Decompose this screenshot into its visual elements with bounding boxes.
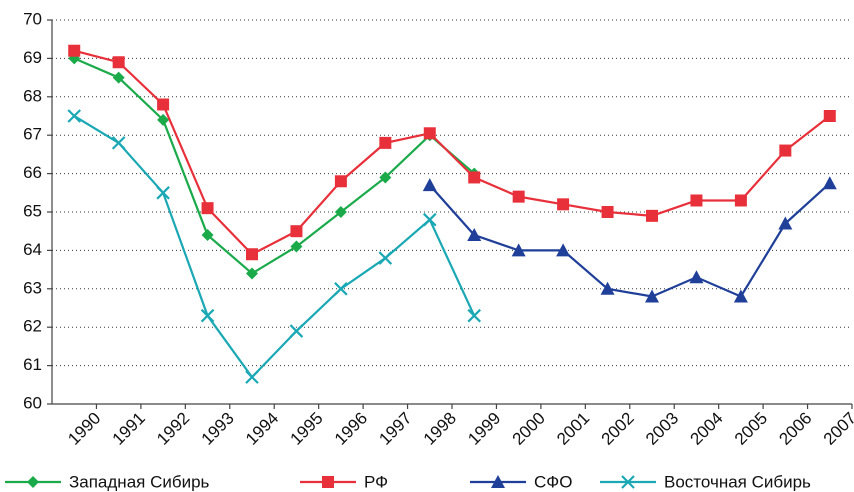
y-tick-label: 60 xyxy=(23,393,42,412)
y-tick-label: 69 xyxy=(23,48,42,67)
marker xyxy=(468,171,481,184)
marker xyxy=(822,176,837,190)
x-tick-label: 2002 xyxy=(598,409,638,449)
legend-item: Восточная Сибирь xyxy=(600,472,811,491)
legend-item: РФ xyxy=(300,472,388,491)
y-tick-label: 67 xyxy=(23,125,42,144)
marker xyxy=(290,225,303,238)
x-tick-label: 2000 xyxy=(509,409,549,449)
x-tick-label: 1994 xyxy=(242,409,282,449)
marker xyxy=(600,281,615,295)
marker xyxy=(334,175,347,188)
marker xyxy=(621,475,635,489)
x-tick-label: 2003 xyxy=(642,409,682,449)
x-tick-label: 1990 xyxy=(64,409,104,449)
legend-label: Западная Сибирь xyxy=(69,472,210,491)
series-line xyxy=(73,57,475,275)
legend-label: СФО xyxy=(534,472,572,491)
marker xyxy=(645,289,659,303)
marker xyxy=(511,243,526,257)
y-tick-label: 70 xyxy=(23,9,42,28)
marker xyxy=(689,270,704,284)
x-tick-label: 2006 xyxy=(775,409,815,449)
legend-label: Восточная Сибирь xyxy=(664,472,811,491)
marker xyxy=(491,475,505,488)
y-tick-label: 62 xyxy=(23,317,42,336)
marker xyxy=(378,251,393,265)
marker xyxy=(201,229,214,242)
y-tick-label: 64 xyxy=(23,240,42,259)
x-tick-label: 2005 xyxy=(731,409,771,449)
marker xyxy=(379,171,392,184)
marker xyxy=(334,206,347,218)
x-tick-label: 1991 xyxy=(109,409,149,449)
legend-item: Западная Сибирь xyxy=(5,472,210,491)
marker xyxy=(290,240,303,253)
y-tick-label: 63 xyxy=(23,278,42,297)
marker xyxy=(246,248,258,261)
marker xyxy=(112,71,125,84)
marker xyxy=(27,476,39,488)
marker xyxy=(111,136,126,150)
x-tick-label: 1995 xyxy=(286,409,326,449)
marker xyxy=(246,267,258,280)
marker xyxy=(200,308,215,323)
marker xyxy=(334,282,348,296)
y-tick-label: 66 xyxy=(23,163,42,182)
marker xyxy=(156,186,170,200)
marker xyxy=(422,178,437,192)
y-tick-label: 68 xyxy=(23,86,42,105)
marker xyxy=(823,110,836,122)
x-tick-label: 1996 xyxy=(331,409,371,449)
x-tick-label: 2004 xyxy=(686,409,726,449)
legend-item: СФО xyxy=(470,472,572,491)
marker xyxy=(467,228,482,242)
marker xyxy=(201,202,214,215)
marker xyxy=(112,56,125,69)
y-tick-label: 65 xyxy=(23,201,42,220)
marker xyxy=(157,113,170,126)
marker xyxy=(68,44,81,57)
x-tick-label: 1992 xyxy=(153,409,193,449)
marker xyxy=(601,206,614,218)
x-tick-label: 1998 xyxy=(420,409,460,449)
series-line xyxy=(73,115,476,379)
marker xyxy=(646,209,658,222)
marker xyxy=(245,370,259,384)
marker xyxy=(322,476,334,488)
marker xyxy=(556,243,571,257)
x-tick-label: 2001 xyxy=(553,409,593,449)
marker xyxy=(67,109,82,123)
marker xyxy=(379,136,392,149)
marker xyxy=(157,98,170,111)
marker xyxy=(734,194,747,207)
y-tick-label: 61 xyxy=(23,355,42,374)
series-line xyxy=(73,49,831,256)
marker xyxy=(423,212,437,227)
marker xyxy=(733,289,748,303)
marker xyxy=(512,190,525,203)
marker xyxy=(690,194,703,207)
legend-label: РФ xyxy=(364,472,388,491)
x-tick-label: 1997 xyxy=(375,409,415,449)
marker xyxy=(779,144,792,157)
marker xyxy=(467,308,481,323)
marker xyxy=(778,216,793,230)
marker xyxy=(289,324,304,338)
marker xyxy=(557,198,570,211)
x-tick-label: 1999 xyxy=(464,409,504,449)
series-line xyxy=(428,182,831,298)
x-tick-label: 1993 xyxy=(198,409,238,449)
x-tick-label: 2007 xyxy=(820,409,854,449)
marker xyxy=(423,127,436,140)
